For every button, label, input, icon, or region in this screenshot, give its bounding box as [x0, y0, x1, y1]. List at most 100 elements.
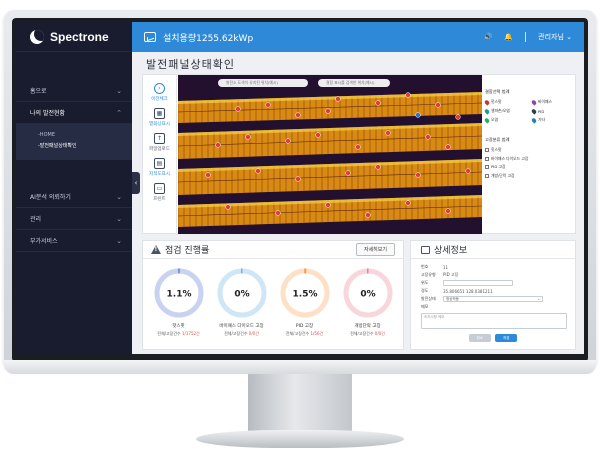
map-pin-icon	[530, 116, 538, 124]
brand-logo[interactable]: Spectrone	[16, 22, 132, 52]
legend-label: 핫스팟	[491, 99, 502, 104]
gauge-ring: 0%	[343, 268, 392, 318]
legend-label: 바이패스 다이오드 고장	[491, 155, 529, 161]
sidebar-collapse-button[interactable]: ‹	[132, 172, 140, 194]
legend-checkbox[interactable]: PID 고장	[485, 164, 575, 170]
memo-textarea[interactable]: 조치사항 메모	[421, 313, 567, 329]
field-key: 경도	[421, 288, 429, 293]
user-menu[interactable]: 관리자님 ⌄	[538, 32, 572, 42]
gauge-count: 전체/고장건수 0/0건	[224, 331, 259, 337]
tool-print[interactable]: ▭ 프린트	[143, 183, 176, 202]
field-value: 11	[443, 264, 449, 270]
legend-pins: 핫스팟 바이패스 셀파손/오염 PID 오염 기타	[483, 98, 575, 124]
progress-title: 점검 진행률	[165, 246, 210, 256]
field-value: 35.806651 128.0381211	[443, 288, 493, 294]
legend-pin-item: PID	[530, 107, 575, 115]
defect-marker	[275, 210, 281, 216]
chevron-down-icon: ⌄	[537, 297, 540, 301]
bell-icon[interactable]: 🔔	[504, 33, 514, 41]
field-memo: 메모	[421, 303, 565, 311]
defect-marker	[255, 168, 261, 174]
detail-button[interactable]: 자세히보기	[355, 243, 395, 256]
sidebar-item-home[interactable]: 홈으로 ⌄	[16, 80, 132, 102]
sidebar-item-label: 관리	[30, 216, 42, 223]
defect-marker	[225, 204, 231, 210]
map-search-input-1[interactable]: 발전소 도색이 유지된 위치(예시)	[218, 79, 308, 87]
sidebar-item-extra-service[interactable]: 부가서비스 ⌄	[16, 230, 132, 252]
submenu-item-panel-status[interactable]: -발전패널상태확인	[38, 143, 77, 149]
defect-marker	[465, 168, 471, 174]
cancel-button[interactable]: 취소	[468, 334, 491, 342]
header-divider	[525, 32, 527, 42]
state-select[interactable]: 정상작동 ⌄	[443, 296, 543, 302]
gauge-label: 바이패스 다이오드 고장	[219, 324, 264, 329]
legend-pin-item: 바이패스	[530, 98, 575, 106]
save-button[interactable]: 저장	[495, 334, 518, 342]
map-card: › 이전체크 ▦ 열화상표시 ↑ 파일업로드 ▤ 지적도표시 ▭ 프린트	[142, 74, 576, 235]
tool-label: 프린트	[153, 197, 166, 202]
warning-icon	[151, 245, 161, 254]
upload-icon: ↑	[154, 133, 165, 144]
tool-check[interactable]: › 이전체크	[143, 83, 176, 102]
field-state: 발전상태 정상작동 ⌄	[421, 295, 565, 303]
defect-marker	[385, 130, 391, 136]
defect-marker	[295, 176, 301, 182]
capacity-title: 설치용량1255.62kWp	[163, 33, 254, 44]
sidebar-item-label: 홈으로	[30, 88, 47, 95]
defect-marker	[215, 142, 221, 148]
chevron-down-icon: ⌄	[116, 86, 122, 95]
thermal-map[interactable]: 발전소 도색이 유지된 위치(예시) 결함 표시를 검색한 위치(예시)	[178, 75, 482, 234]
gauge-value: 1.1%	[166, 290, 191, 300]
gauge-label: 개방단락 고장	[354, 324, 381, 329]
gauge-1: 1.1% 핫스팟 전체/고장건수 1/1752건	[149, 267, 209, 337]
checkbox-icon	[485, 165, 489, 169]
field-key: 발전상태	[421, 296, 436, 301]
field-key: 위도	[421, 280, 429, 285]
field-number: 번호 11	[421, 263, 565, 271]
legend-label: 셀파손/오염	[491, 108, 510, 113]
monitor-stand-base	[196, 430, 404, 448]
gauge-count: 전체/고장건수 0/0건	[350, 331, 385, 337]
map-legend: 결함선택 범례 핫스팟 바이패스 셀파손/오염 PID 오염 기타 고장분류 범례 핫스팟…	[483, 79, 575, 231]
gauge-count: 전체/고장건수 1/56건	[286, 331, 323, 337]
panel-row-divider	[178, 205, 482, 217]
submenu-item-home[interactable]: -HOME	[38, 132, 55, 138]
chevron-up-icon: ⌃	[116, 108, 122, 117]
speaker-icon[interactable]: 🔊	[483, 33, 493, 41]
defect-marker	[235, 106, 241, 112]
sidebar-item-manage[interactable]: 관리 ⌄	[16, 208, 132, 230]
chevron-down-icon: ⌄	[116, 236, 122, 245]
tool-upload[interactable]: ↑ 파일업로드	[143, 133, 176, 152]
defect-marker	[355, 144, 361, 150]
legend-label: 기타	[538, 117, 545, 122]
latitude-input[interactable]	[443, 280, 513, 286]
defect-marker	[335, 96, 341, 102]
field-lat: 위도	[421, 279, 565, 287]
tool-thermal[interactable]: ▦ 열화상표시	[143, 108, 176, 127]
defect-marker	[445, 144, 451, 150]
map-icon: ▤	[154, 158, 165, 169]
map-search-input-2[interactable]: 결함 표시를 검색한 위치(예시)	[318, 79, 390, 87]
sidebar-item-ai-request[interactable]: AI분석 의뢰하기 ⌄	[16, 186, 132, 208]
tool-cadastral[interactable]: ▤ 지적도표시	[143, 158, 176, 177]
sidebar-item-my-status[interactable]: 나의 발전현황 ⌃	[16, 102, 132, 124]
defect-marker	[455, 114, 461, 120]
map-pin-icon	[530, 107, 538, 115]
legend-checkbox[interactable]: 바이패스 다이오드 고장	[485, 156, 575, 162]
legend-pin-item: 핫스팟	[483, 98, 528, 106]
thermal-panels	[178, 92, 482, 227]
detail-info-card: 상세정보 번호 11 고장유형 PID 고장 위도 경도 35.806651 1…	[410, 240, 576, 350]
monitor-stand-neck	[248, 374, 352, 432]
legend-title-faults: 고장분류 범례	[485, 137, 510, 142]
gauge-count-label: 전체/고장건수	[157, 331, 182, 336]
map-pin-icon	[530, 98, 538, 106]
legend-checkbox[interactable]: 핫스팟	[485, 147, 575, 153]
defect-marker	[365, 212, 371, 218]
tool-label: 열화상표시	[149, 122, 170, 127]
defect-marker	[245, 134, 251, 140]
gauge-count-label: 전체/고장건수	[350, 331, 375, 336]
legend-checkbox[interactable]: 개방/단락 고장	[485, 173, 575, 179]
